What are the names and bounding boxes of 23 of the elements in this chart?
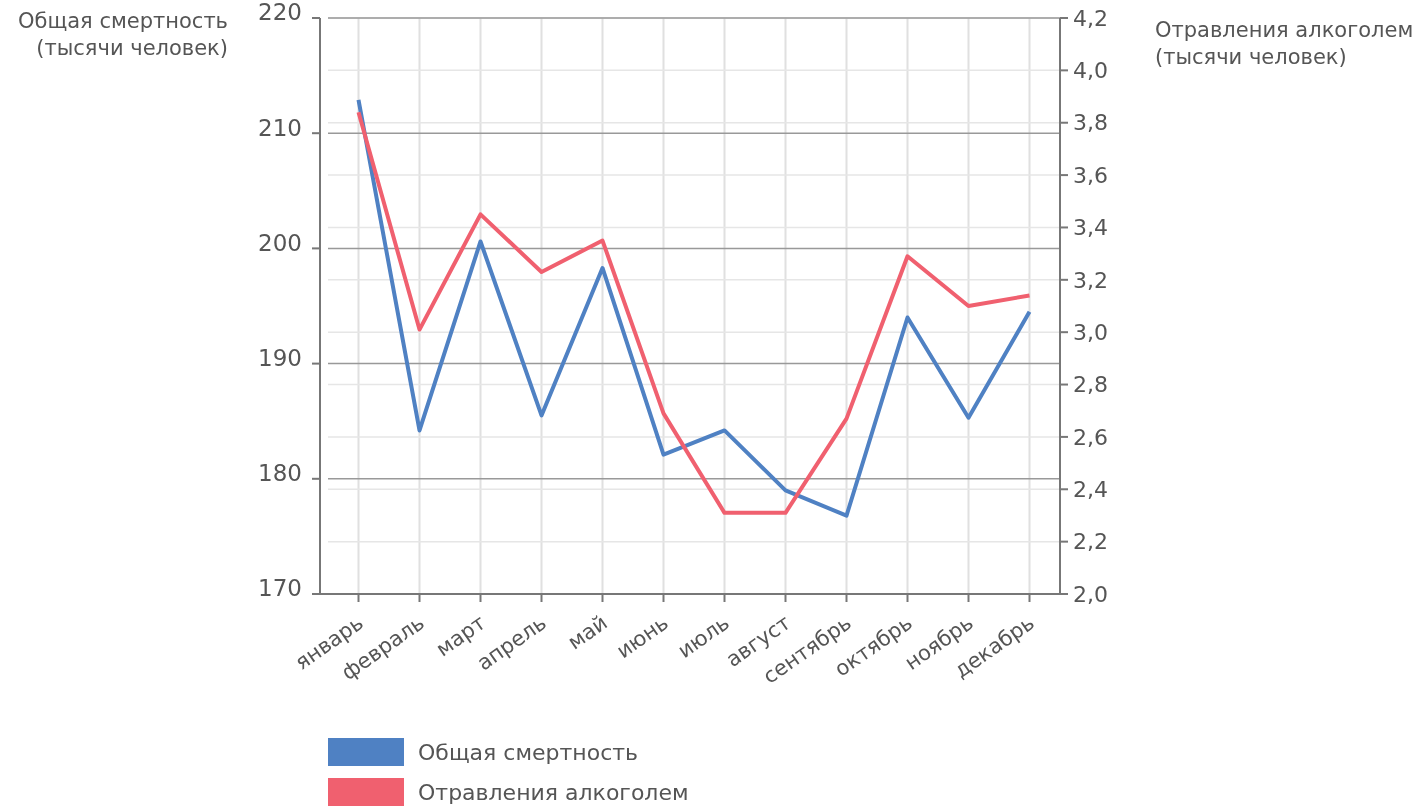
y2-tick-label: 4,0 (1073, 58, 1108, 84)
y2-tick-label: 3,6 (1073, 162, 1108, 188)
legend-label: Общая смертность (418, 739, 639, 765)
y-tick-label: 180 (258, 460, 302, 487)
y2-tick-label: 4,2 (1073, 5, 1108, 31)
y2-tick-label: 2,8 (1073, 372, 1108, 398)
y2-tick-label: 3,4 (1073, 215, 1108, 241)
y2-tick-label: 2,4 (1073, 476, 1108, 502)
x-tick-label: май (563, 610, 612, 655)
y2-tick-label: 2,0 (1073, 581, 1108, 607)
y2-tick-label: 2,2 (1073, 529, 1108, 555)
y-tick-label: 190 (258, 344, 302, 371)
y-axis-title: Общая смертность (тысячи человек) (17, 9, 228, 60)
y-tick-label: 220 (258, 0, 302, 26)
y-tick-label: 200 (258, 229, 302, 256)
y2-tick-label: 2,6 (1073, 424, 1108, 450)
y2-axis-title: Отравления алкоголем (тысячи человек) (1155, 18, 1414, 69)
legend-label: Отравления алкоголем (418, 779, 689, 805)
y2-tick-label: 3,2 (1073, 267, 1108, 293)
y2-tick-label: 3,0 (1073, 319, 1108, 345)
y-tick-label: 210 (258, 114, 302, 141)
y2-tick-label: 3,8 (1073, 110, 1108, 136)
y-tick-label: 170 (258, 575, 302, 602)
